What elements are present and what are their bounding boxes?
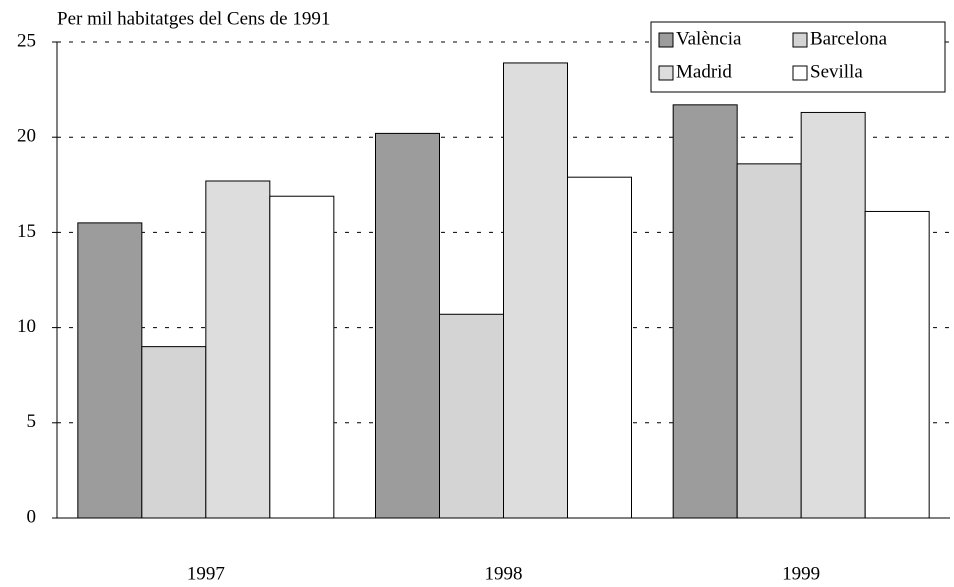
- x-tick-label: 1997: [187, 563, 225, 584]
- x-tick-label: 1999: [782, 563, 820, 584]
- bar: [77, 222, 143, 519]
- legend-label: València: [676, 28, 742, 49]
- legend-label: Sevilla: [810, 61, 863, 82]
- legend-swatch: [792, 32, 808, 48]
- bar: [736, 163, 802, 519]
- bar: [205, 180, 271, 519]
- bar: [672, 104, 738, 519]
- y-tick-label: 20: [17, 126, 36, 147]
- y-tick-label: 0: [27, 506, 37, 527]
- legend-swatch: [658, 32, 674, 48]
- bar: [269, 195, 335, 519]
- legend-label: Madrid: [676, 61, 732, 82]
- y-tick-label: 5: [27, 411, 37, 432]
- y-tick-label: 15: [17, 221, 36, 242]
- bar: [567, 176, 632, 519]
- bar: [439, 313, 504, 519]
- bar: [800, 111, 866, 519]
- x-tick-label: 1998: [485, 563, 523, 584]
- bar: [141, 346, 207, 519]
- legend-swatch: [658, 65, 674, 81]
- chart-title: Per mil habitatges del Cens de 1991: [57, 8, 330, 29]
- bar: [864, 210, 930, 519]
- legend-label: Barcelona: [810, 28, 888, 49]
- y-tick-label: 25: [17, 30, 36, 51]
- legend-swatch: [792, 65, 808, 81]
- y-tick-label: 10: [17, 316, 36, 337]
- bar: [503, 62, 568, 519]
- bar: [375, 132, 440, 519]
